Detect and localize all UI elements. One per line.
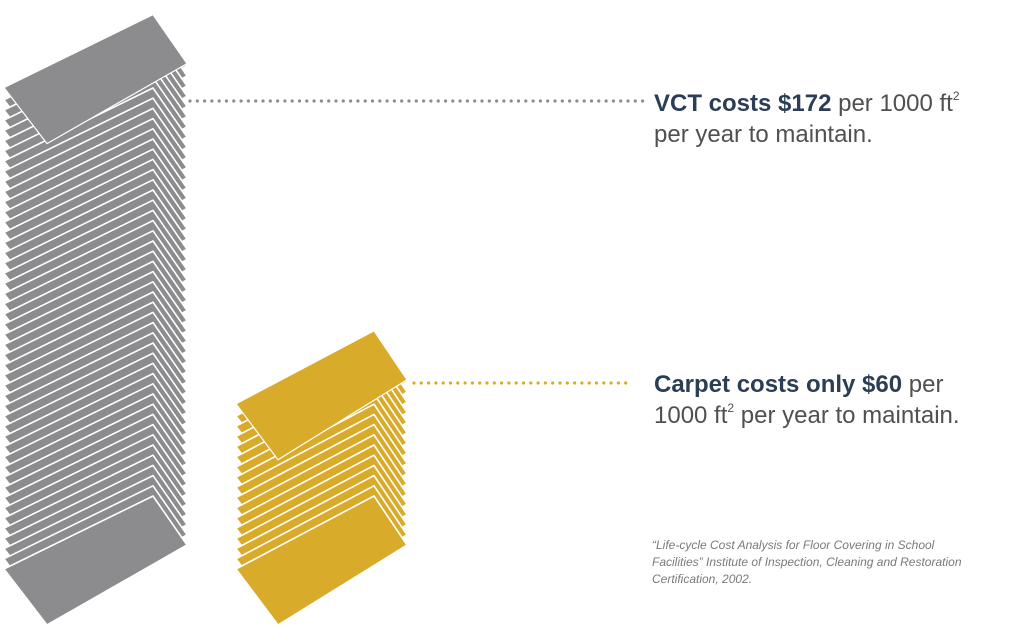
carpet-bill-stack	[235, 330, 408, 626]
carpet-cost-callout: Carpet costs only $60 per 1000 ft2 per ye…	[654, 369, 1035, 431]
carpet-unit-superscript: 2	[727, 401, 735, 415]
vct-cost-callout: VCT costs $172 per 1000 ft2 per year to m…	[654, 88, 1035, 150]
citation-line-3: Certification, 2002.	[652, 572, 753, 586]
source-citation: “Life-cycle Cost Analysis for Floor Cove…	[652, 537, 1035, 588]
carpet-cost-headline: Carpet costs only $60	[654, 371, 903, 398]
vct-unit-text: per 1000 ft	[838, 90, 953, 117]
carpet-bill-layer	[235, 495, 408, 626]
vct-period-text: per year to maintain.	[654, 121, 873, 148]
vct-top-bill	[3, 14, 188, 145]
carpet-unit-text-start: per	[908, 371, 944, 398]
vct-bill-stack	[3, 14, 188, 626]
carpet-unit-text: 1000 ft	[654, 402, 728, 429]
citation-line-2: Facilities” Institute of Inspection, Cle…	[652, 555, 962, 569]
carpet-top-bill	[235, 330, 408, 461]
vct-bill-layer	[3, 495, 188, 626]
citation-line-1: “Life-cycle Cost Analysis for Floor Cove…	[652, 538, 935, 552]
vct-unit-superscript: 2	[952, 89, 960, 103]
carpet-period-text: per year to maintain.	[740, 402, 960, 429]
vct-cost-headline: VCT costs $172	[654, 90, 832, 117]
